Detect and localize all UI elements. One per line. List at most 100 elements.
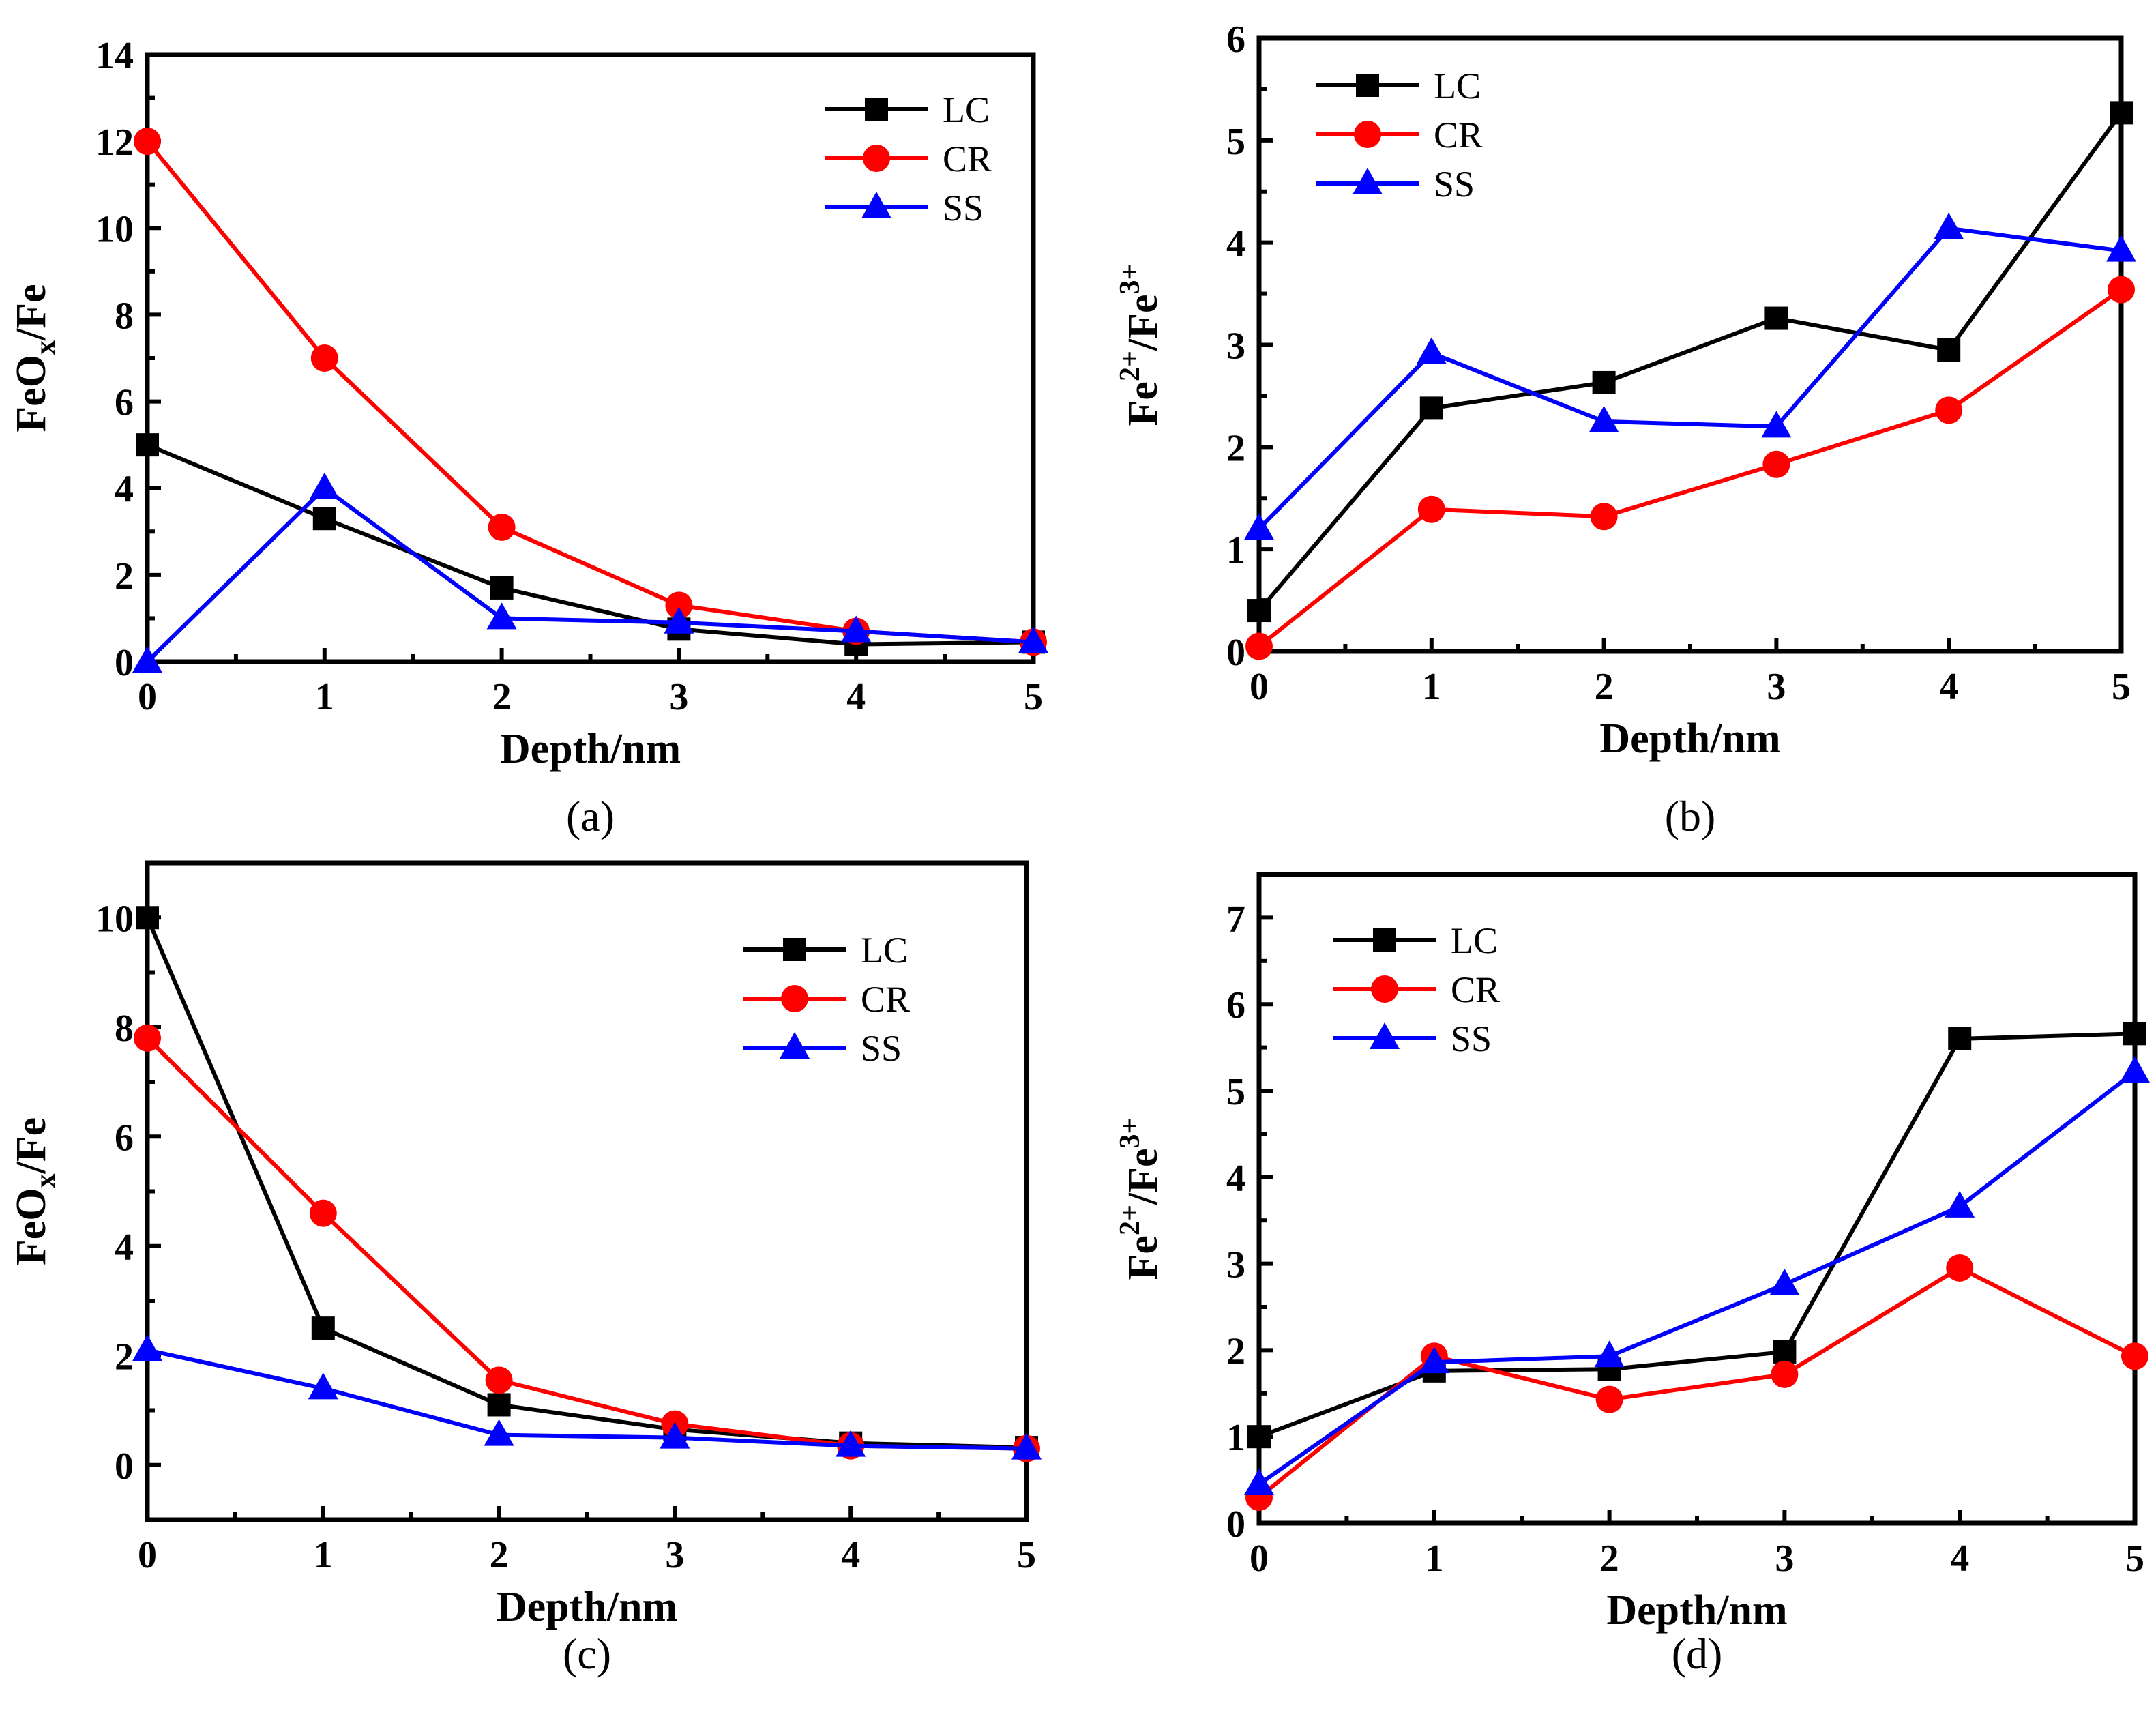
x-tick-label: 2 <box>1595 666 1614 708</box>
data-point-lc <box>1948 1027 1972 1050</box>
data-point-cr <box>485 1366 513 1394</box>
series-line-lc <box>145 917 1027 1450</box>
x-tick-label: 1 <box>315 676 334 718</box>
data-point-lc <box>1247 1425 1271 1449</box>
legend-marker-cr <box>1354 121 1381 148</box>
legend-marker-ss <box>780 1032 810 1059</box>
data-point-ss <box>1244 513 1274 540</box>
chart-panel-a: 0 1 2 3 4 502468101214Depth/nmFeOx/FeLCCRSS(a… <box>8 35 1048 840</box>
data-point-lc <box>1773 1340 1797 1364</box>
data-point-lc <box>312 507 336 531</box>
x-tick-label: 4 <box>1950 1537 1969 1580</box>
legend-label-ss: SS <box>1434 164 1475 205</box>
legend-marker-ss <box>1370 1022 1400 1049</box>
legend-marker-lc <box>1373 928 1396 952</box>
y-tick-label: 3 <box>1226 1244 1245 1286</box>
y-tick-label: 5 <box>1226 1071 1245 1113</box>
data-point-cr <box>2121 1342 2148 1370</box>
x-tick-label: 0 <box>138 676 157 718</box>
x-axis-title: Depth/nm <box>500 726 681 772</box>
data-point-ss <box>1011 1432 1042 1460</box>
y-tick-label: 6 <box>1226 984 1245 1027</box>
y-axis-title: Fe2+/Fe3+ <box>1114 264 1166 426</box>
plot-frame <box>1256 35 2124 654</box>
panel-label: (c) <box>563 1630 611 1678</box>
data-point-ss <box>1244 1468 1274 1495</box>
data-point-cr <box>309 1199 337 1227</box>
data-point-cr <box>134 128 161 156</box>
data-point-cr <box>1417 495 1445 523</box>
data-point-ss <box>2120 1056 2150 1083</box>
series-line-cr <box>145 140 1034 645</box>
y-tick-label: 8 <box>115 295 134 337</box>
plot-frame <box>145 52 1036 664</box>
x-tick-label: 4 <box>846 676 866 718</box>
x-tick-label: 4 <box>1939 666 1958 708</box>
data-point-lc <box>1592 370 1616 394</box>
x-tick-label: 5 <box>2112 666 2131 708</box>
legend-label-cr: CR <box>1451 969 1500 1010</box>
x-tick-label: 2 <box>490 1534 509 1576</box>
data-point-cr <box>134 1024 161 1052</box>
y-tick-label: 4 <box>115 469 134 511</box>
series-line-lc <box>146 443 1034 647</box>
data-point-cr <box>1245 632 1273 660</box>
legend-label-ss: SS <box>1451 1018 1492 1059</box>
data-point-ss <box>1589 405 1619 432</box>
x-tick-label: 4 <box>841 1534 860 1576</box>
data-point-ss <box>309 472 340 499</box>
data-point-ss <box>664 606 694 634</box>
legend-marker-ss <box>861 192 891 218</box>
legend-label-lc: LC <box>943 89 990 130</box>
y-tick-label: 10 <box>95 898 134 940</box>
x-tick-label: 5 <box>1024 676 1043 718</box>
legend-label-lc: LC <box>1434 65 1481 106</box>
legend-marker-cr <box>781 985 808 1012</box>
y-tick-label: 4 <box>1226 1158 1245 1200</box>
y-tick-label: 7 <box>1226 898 1245 940</box>
x-tick-label: 5 <box>1017 1534 1036 1576</box>
data-point-ss <box>1934 212 1964 239</box>
x-tick-label: 0 <box>138 1534 157 1576</box>
data-point-ss <box>841 615 872 643</box>
y-axis-title: FeOx/Fe <box>8 284 61 432</box>
data-point-lc <box>1937 338 1961 362</box>
chart-panel-c: 0 1 2 3 4 5 0 2 4 6 8 10 Depth/nm FeOx/Fe LC CR SS (c) <box>8 860 1042 1678</box>
legend-marker-cr <box>863 145 890 172</box>
legend-label-cr: CR <box>1434 115 1483 156</box>
y-tick-label: 6 <box>115 382 134 424</box>
legend-marker-lc <box>783 938 806 961</box>
data-point-cr <box>2108 276 2135 304</box>
legend-marker-ss <box>1353 168 1383 194</box>
y-tick-label: 12 <box>95 121 134 164</box>
data-point-cr <box>665 591 693 619</box>
x-tick-label: 1 <box>314 1534 333 1576</box>
y-tick-label: 2 <box>1226 427 1245 469</box>
y-tick-label: 2 <box>1226 1330 1245 1372</box>
legend-marker-lc <box>865 98 888 121</box>
series-line-ss <box>147 1348 1027 1451</box>
y-tick-label: 0 <box>1226 632 1245 674</box>
x-tick-label: 3 <box>1775 1537 1794 1580</box>
chart-panel-d: 0 1 2 3 4 5 0 1 2 3 4 5 6 7 Depth/nm Fe2+/Fe3+ LC CR SS (d) <box>1114 872 2150 1678</box>
series-line-cr <box>145 1036 1027 1451</box>
data-point-ss <box>1945 1190 1975 1218</box>
series-line-lc <box>1257 111 2123 613</box>
y-tick-label: 4 <box>1226 223 1245 265</box>
data-point-ss <box>2106 235 2136 262</box>
data-point-lc <box>1247 599 1271 623</box>
data-point-cr <box>310 344 338 372</box>
x-tick-label: 0 <box>1250 666 1269 708</box>
legend-label-lc: LC <box>1451 920 1498 961</box>
data-point-ss <box>484 1419 514 1446</box>
y-tick-label: 4 <box>115 1226 134 1269</box>
data-point-lc <box>1419 396 1443 420</box>
x-tick-label: 3 <box>669 676 688 718</box>
data-point-cr <box>1762 450 1790 478</box>
data-point-lc <box>136 433 159 457</box>
data-point-lc <box>1764 306 1788 330</box>
data-point-cr <box>1771 1360 1799 1388</box>
series-line-lc <box>1258 1031 2136 1439</box>
panel-label: (b) <box>1665 792 1716 840</box>
